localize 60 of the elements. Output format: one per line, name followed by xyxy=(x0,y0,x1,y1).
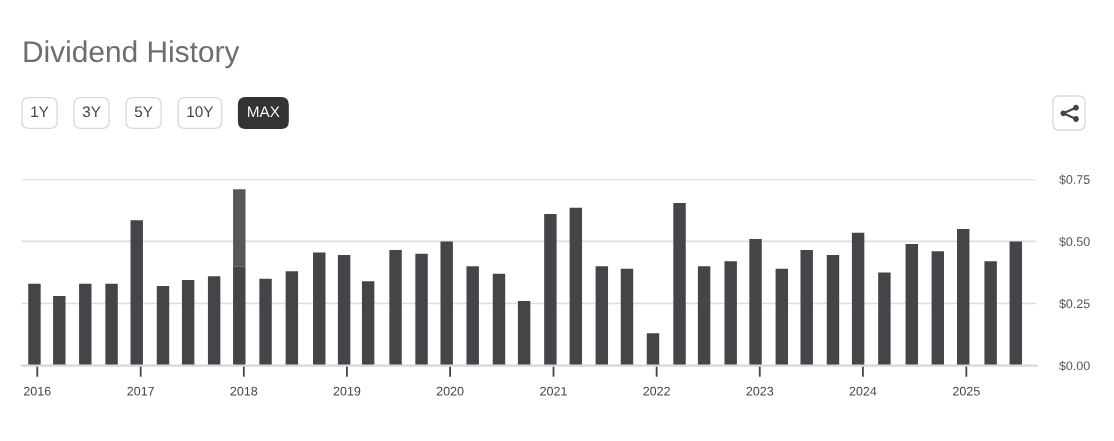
bar xyxy=(517,301,531,366)
bar xyxy=(646,333,660,366)
bar xyxy=(724,261,737,366)
x-tick-label: 2017 xyxy=(127,386,154,396)
bar xyxy=(826,255,840,366)
y-tick-label: $0.50 xyxy=(1059,236,1090,247)
bar xyxy=(79,283,92,366)
bar xyxy=(156,286,170,366)
x-tick-label: 2024 xyxy=(849,386,877,396)
bar xyxy=(492,273,506,366)
bar xyxy=(285,271,299,366)
text: MAX xyxy=(248,106,280,117)
bar xyxy=(181,279,195,366)
bar xyxy=(313,252,326,366)
y-tick-label: $0.25 xyxy=(1059,298,1090,309)
x-tick-label: 2022 xyxy=(643,386,670,396)
x-tick-label: 2021 xyxy=(540,386,567,396)
bar xyxy=(233,189,246,267)
bar xyxy=(233,266,246,366)
bar xyxy=(544,214,557,366)
bar xyxy=(569,207,583,366)
bar xyxy=(620,268,634,366)
bar xyxy=(1009,241,1023,366)
text: 1Y xyxy=(31,106,49,117)
bar xyxy=(595,266,609,366)
bar xyxy=(415,253,428,366)
bar xyxy=(775,268,789,366)
bar xyxy=(361,281,375,366)
y-tick-label: $0.00 xyxy=(1059,360,1090,371)
bar xyxy=(207,276,221,366)
bar xyxy=(28,283,41,366)
x-tick-label: 2016 xyxy=(23,386,51,396)
bar xyxy=(931,251,945,366)
bar xyxy=(440,241,453,366)
bar xyxy=(337,255,351,366)
text: 3Y xyxy=(82,106,101,118)
bar xyxy=(105,283,118,366)
bar xyxy=(851,232,865,366)
x-tick-label: 2020 xyxy=(436,386,464,396)
bar xyxy=(389,250,402,366)
bar xyxy=(800,250,813,366)
x-tick-label: 2023 xyxy=(746,386,774,396)
chart-title: Dividend History xyxy=(24,40,240,69)
text: 10Y xyxy=(187,106,214,118)
x-tick-label: 2019 xyxy=(333,386,361,396)
bar xyxy=(673,202,686,366)
x-tick-label: 2025 xyxy=(953,386,980,396)
bar xyxy=(130,220,143,366)
bar xyxy=(259,278,272,366)
bar xyxy=(878,272,891,366)
bar xyxy=(697,266,711,366)
bar xyxy=(749,238,762,366)
x-tick-label: 2018 xyxy=(230,386,258,396)
bar xyxy=(984,261,997,366)
bar xyxy=(53,296,66,366)
y-tick-label: $0.75 xyxy=(1059,174,1090,185)
bar xyxy=(466,266,479,366)
bar xyxy=(957,228,970,366)
bar xyxy=(905,243,919,366)
text: 5Y xyxy=(134,106,153,118)
